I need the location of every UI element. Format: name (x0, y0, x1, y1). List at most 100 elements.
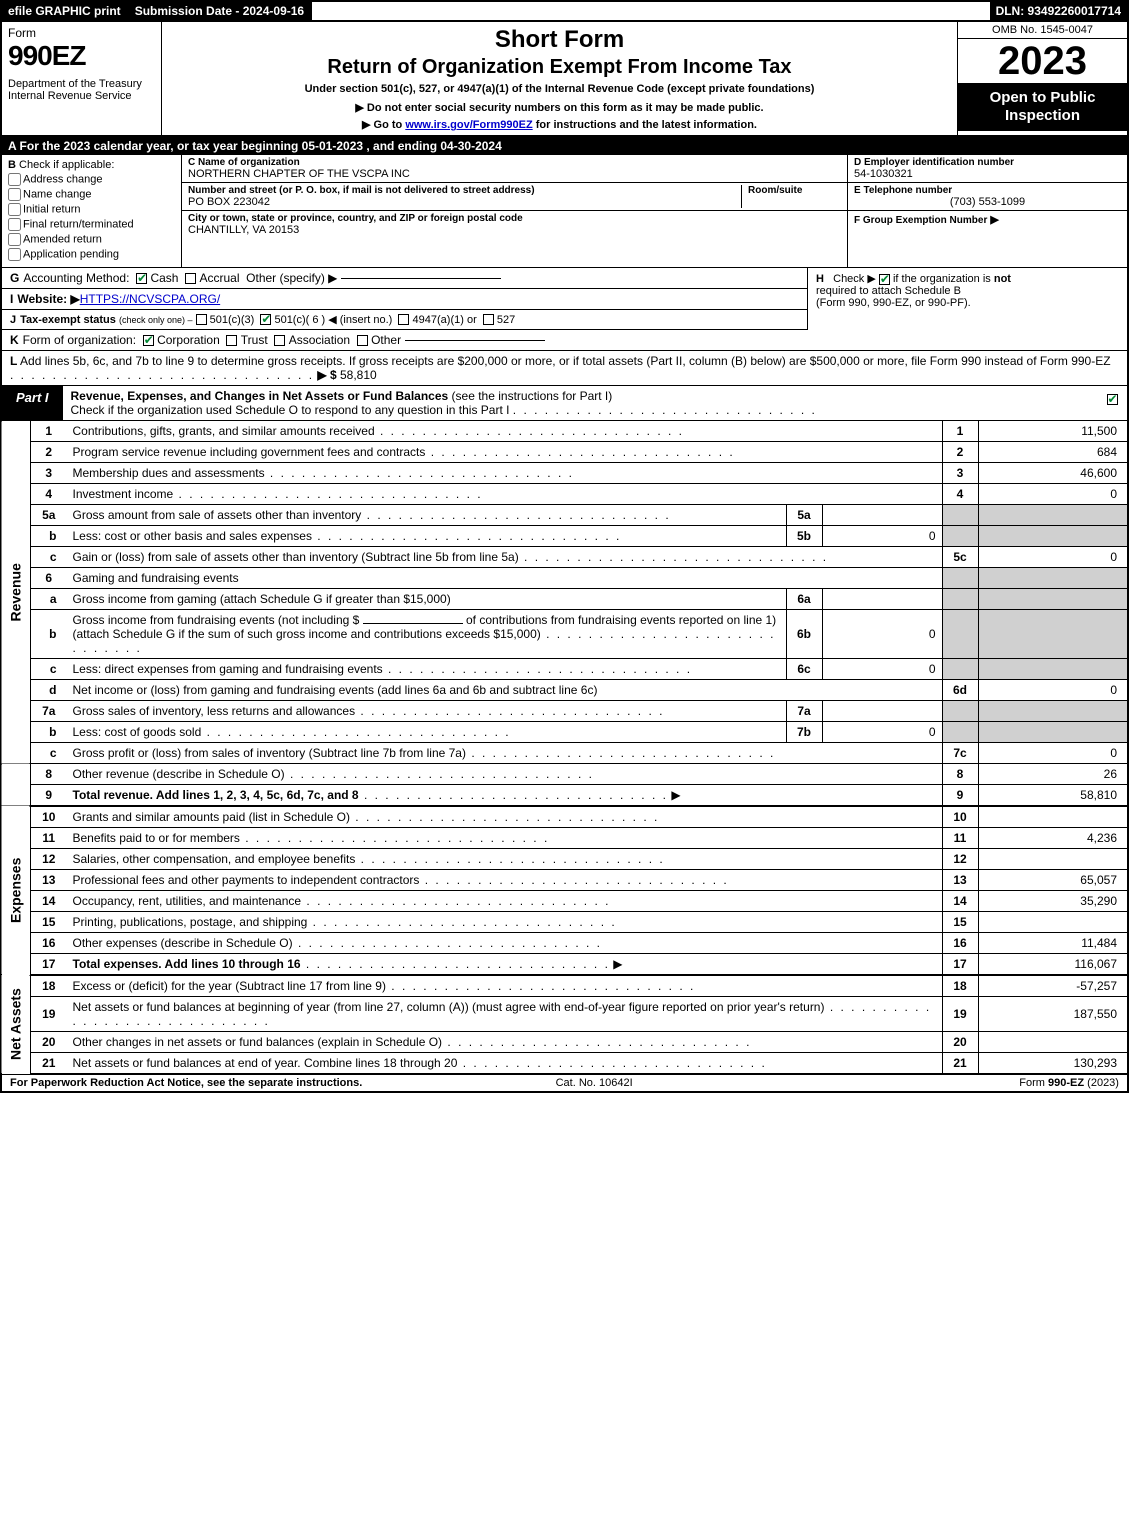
box-c: C Name of organization NORTHERN CHAPTER … (182, 155, 847, 267)
val-6a (822, 589, 942, 610)
amt-7c: 0 (978, 743, 1128, 764)
chk-501c3[interactable] (196, 314, 207, 325)
chk-schedule-o-part1[interactable] (1107, 394, 1118, 405)
info-grid: B Check if applicable: Address change Na… (0, 155, 1129, 268)
val-6b: 0 (822, 610, 942, 659)
amt-19: 187,550 (978, 997, 1128, 1032)
chk-cash[interactable] (136, 273, 147, 284)
submission-date: Submission Date - 2024-09-16 (129, 2, 312, 20)
amt-14: 35,290 (978, 891, 1128, 912)
amt-18: -57,257 (978, 975, 1128, 997)
section-a: A For the 2023 calendar year, or tax yea… (0, 137, 1129, 155)
form-number: 990EZ (8, 40, 155, 72)
chk-address-change[interactable] (8, 173, 21, 186)
chk-501c[interactable] (260, 314, 271, 325)
amt-13: 65,057 (978, 870, 1128, 891)
chk-other-org[interactable] (357, 335, 368, 346)
other-org-line[interactable] (405, 340, 545, 341)
row-gh: G Accounting Method: Cash Accrual Other … (0, 268, 1129, 330)
dln: DLN: 93492260017714 (990, 2, 1127, 20)
chk-amended-return[interactable] (8, 233, 21, 246)
side-revenue: Revenue (1, 421, 31, 764)
paperwork-notice: For Paperwork Reduction Act Notice, see … (10, 1077, 362, 1089)
box-def: D Employer identification number 54-1030… (847, 155, 1127, 267)
room-label: Room/suite (748, 185, 841, 196)
org-name: NORTHERN CHAPTER OF THE VSCPA INC (188, 168, 841, 180)
revenue-table: Revenue 1 Contributions, gifts, grants, … (0, 421, 1129, 1075)
street: PO BOX 223042 (188, 196, 741, 208)
part-1-title: Revenue, Expenses, and Changes in Net As… (63, 386, 1097, 420)
amt-15 (978, 912, 1128, 933)
val-5b: 0 (822, 526, 942, 547)
6b-blank[interactable] (363, 623, 463, 624)
chk-527[interactable] (483, 314, 494, 325)
chk-association[interactable] (274, 335, 285, 346)
amt-5c: 0 (978, 547, 1128, 568)
amt-9: 58,810 (978, 785, 1128, 807)
amt-4: 0 (978, 484, 1128, 505)
box-h: H Check ▶ if the organization is not req… (807, 268, 1127, 330)
val-6c: 0 (822, 659, 942, 680)
city-label: City or town, state or province, country… (188, 213, 841, 224)
part-1-header: Part I Revenue, Expenses, and Changes in… (0, 386, 1129, 421)
top-bar: efile GRAPHIC print Submission Date - 20… (0, 0, 1129, 22)
side-net-assets: Net Assets (1, 975, 31, 1074)
chk-corporation[interactable] (143, 335, 154, 346)
row-k: K Form of organization: Corporation Trus… (0, 330, 1129, 351)
short-form-title: Short Form (168, 26, 951, 54)
main-title: Return of Organization Exempt From Incom… (168, 56, 951, 79)
form-header: Form 990EZ Department of the Treasury In… (0, 22, 1129, 137)
chk-schedule-b[interactable] (879, 274, 890, 285)
amt-16: 11,484 (978, 933, 1128, 954)
under-section: Under section 501(c), 527, or 4947(a)(1)… (168, 83, 951, 95)
amt-2: 684 (978, 442, 1128, 463)
side-expenses: Expenses (1, 806, 31, 975)
dept-line-1: Department of the Treasury (8, 78, 155, 90)
efile-label[interactable]: efile GRAPHIC print (2, 2, 129, 20)
group-exemption-label: F Group Exemption Number (854, 215, 987, 226)
ein: 54-1030321 (854, 168, 1121, 180)
phone: (703) 553-1099 (854, 196, 1121, 208)
part-1-label: Part I (2, 386, 63, 420)
cat-no: Cat. No. 10642I (556, 1077, 633, 1089)
tax-year: 2023 (958, 39, 1127, 83)
chk-initial-return[interactable] (8, 203, 21, 216)
org-name-label: C Name of organization (188, 157, 841, 168)
chk-4947[interactable] (398, 314, 409, 325)
amt-10 (978, 806, 1128, 828)
irs-link[interactable]: www.irs.gov/Form990EZ (405, 119, 532, 131)
chk-final-return[interactable] (8, 218, 21, 231)
city: CHANTILLY, VA 20153 (188, 224, 841, 236)
goto-line: ▶ Go to www.irs.gov/Form990EZ for instru… (168, 118, 951, 131)
open-to-public: Open to Public Inspection (958, 83, 1127, 131)
ein-label: D Employer identification number (854, 157, 1121, 168)
chk-trust[interactable] (226, 335, 237, 346)
form-word: Form (8, 26, 155, 40)
other-specify-line[interactable] (341, 278, 501, 279)
omb-number: OMB No. 1545-0047 (958, 22, 1127, 39)
chk-accrual[interactable] (185, 273, 196, 284)
amt-12 (978, 849, 1128, 870)
val-7a (822, 701, 942, 722)
phone-label: E Telephone number (854, 185, 1121, 196)
amt-11: 4,236 (978, 828, 1128, 849)
gross-receipts: 58,810 (340, 368, 377, 382)
form-footer: Form 990-EZ (2023) (1019, 1077, 1119, 1089)
form-title-block: Short Form Return of Organization Exempt… (162, 22, 957, 135)
ssn-warning: ▶ Do not enter social security numbers o… (168, 101, 951, 114)
val-7b: 0 (822, 722, 942, 743)
street-label: Number and street (or P. O. box, if mail… (188, 185, 741, 196)
row-l: L Add lines 5b, 6c, and 7b to line 9 to … (0, 351, 1129, 386)
chk-name-change[interactable] (8, 188, 21, 201)
amt-20 (978, 1032, 1128, 1053)
amt-8: 26 (978, 764, 1128, 785)
chk-application-pending[interactable] (8, 248, 21, 261)
amt-6d: 0 (978, 680, 1128, 701)
amt-21: 130,293 (978, 1053, 1128, 1075)
website-link[interactable]: HTTPS://NCVSCPA.ORG/ (80, 292, 220, 306)
amt-17: 116,067 (978, 954, 1128, 976)
header-right-block: OMB No. 1545-0047 2023 Open to Public In… (957, 22, 1127, 135)
group-exemption-arrow: ▶ (990, 214, 998, 226)
amt-3: 46,600 (978, 463, 1128, 484)
val-5a (822, 505, 942, 526)
